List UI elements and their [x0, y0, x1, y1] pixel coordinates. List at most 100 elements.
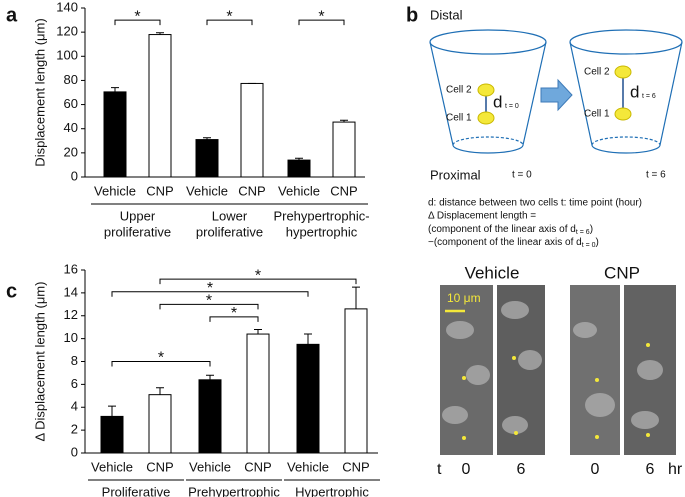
cup-side: [569, 41, 683, 146]
caption: −(component of the linear axis of dt = 0…: [428, 237, 599, 249]
group-label: proliferative: [104, 224, 171, 239]
group-label: Lower: [212, 208, 248, 223]
y-tick-label: 0: [71, 444, 78, 459]
y-tick-label: 2: [71, 422, 78, 437]
significance-label: *: [206, 293, 212, 310]
bar: [148, 394, 172, 454]
time-axis-label: t: [437, 461, 442, 478]
time-label: 6: [646, 461, 655, 478]
group-label: Prehypertrophic: [188, 484, 280, 497]
image-label: Vehicle: [465, 263, 520, 282]
x-tick-label: Vehicle: [287, 459, 329, 474]
y-tick-label: 16: [64, 261, 78, 276]
cell: [477, 83, 495, 97]
diagram: [429, 29, 683, 154]
error-bar: [156, 387, 164, 395]
caption: Δ Displacement length =: [428, 211, 536, 222]
significance-label: *: [318, 8, 324, 25]
panel-label: a: [6, 4, 18, 26]
bar: [103, 91, 127, 178]
error-bar: [108, 405, 116, 417]
x-tick-label: Vehicle: [278, 183, 320, 198]
significance-bracket: [114, 19, 161, 26]
cell-label: Cell 2: [584, 67, 610, 78]
caption: (component of the linear axis of dt = 6): [428, 224, 593, 236]
significance-label: *: [231, 305, 237, 322]
bar: [344, 308, 368, 454]
distance-subscript: t = 0: [505, 103, 519, 110]
cell: [614, 107, 632, 121]
distance-subscript: t = 6: [642, 93, 656, 100]
panel-label: b: [406, 4, 418, 26]
bar: [287, 159, 311, 178]
time-unit: hr: [668, 461, 683, 478]
bar: [240, 82, 264, 178]
x-tick-label: CNP: [330, 183, 357, 198]
micrograph: [570, 285, 620, 455]
error-bar: [111, 87, 119, 92]
y-tick-label: 40: [64, 120, 78, 135]
significance-bracket: [298, 19, 345, 26]
y-tick-label: 120: [56, 24, 78, 39]
y-tick-label: 60: [64, 96, 78, 111]
distance-label: d: [493, 92, 502, 111]
cup-base: [452, 136, 524, 146]
y-tick-label: 100: [56, 48, 78, 63]
group-label: hypertrophic: [286, 224, 358, 239]
bar: [100, 415, 124, 454]
significance-label: *: [255, 267, 261, 284]
group-label: Proliferative: [102, 484, 171, 497]
y-axis-label: Δ Displacement length (μm): [32, 282, 47, 442]
significance-label: *: [207, 280, 213, 297]
cup-base: [591, 144, 661, 154]
micrographs: [440, 285, 676, 455]
cell-label: Cell 2: [446, 85, 472, 96]
cup-base: [452, 144, 524, 154]
distal-label: Distal: [430, 7, 463, 22]
error-bar: [206, 374, 214, 380]
error-bar: [203, 137, 211, 140]
x-tick-label: CNP: [146, 459, 173, 474]
y-tick-label: 140: [56, 0, 78, 14]
significance-label: *: [226, 8, 232, 25]
x-tick-label: CNP: [244, 459, 271, 474]
group-label: Hypertrophic: [295, 484, 369, 497]
y-tick-label: 10: [64, 330, 78, 345]
y-tick-label: 20: [64, 144, 78, 159]
y-tick-label: 4: [71, 399, 78, 414]
time-label: t = 6: [646, 170, 666, 181]
significance-bracket: [159, 278, 357, 285]
image-label: CNP: [604, 263, 640, 282]
error-bar: [156, 32, 164, 35]
error-bar: [295, 157, 303, 161]
x-tick-label: CNP: [238, 183, 265, 198]
y-tick-label: 6: [71, 376, 78, 391]
y-tick-label: 12: [64, 307, 78, 322]
y-tick-label: 14: [64, 284, 78, 299]
cup-side: [429, 41, 547, 146]
error-bar: [304, 333, 312, 345]
time-label: 6: [517, 461, 526, 478]
x-tick-label: Vehicle: [94, 183, 136, 198]
x-tick-label: Vehicle: [91, 459, 133, 474]
cup-base: [591, 136, 661, 146]
y-axis-label: Displacement length (μm): [32, 18, 47, 166]
proximal-label: Proximal: [430, 167, 481, 182]
group-label: Upper: [120, 208, 156, 223]
y-tick-label: 0: [71, 168, 78, 183]
x-tick-label: Vehicle: [186, 183, 228, 198]
error-bar: [340, 119, 348, 123]
significance-bracket: [159, 303, 259, 310]
bar: [296, 343, 320, 454]
significance-bracket: [111, 291, 309, 297]
cell: [614, 65, 632, 79]
cell: [477, 111, 495, 125]
x-tick-label: Vehicle: [189, 459, 231, 474]
bar: [198, 379, 222, 454]
time-label: t = 0: [512, 170, 532, 181]
distance-label: d: [630, 82, 639, 101]
bar: [332, 121, 356, 178]
scale-bar-label: 10 μm: [447, 291, 481, 305]
panel-label: c: [6, 280, 17, 302]
